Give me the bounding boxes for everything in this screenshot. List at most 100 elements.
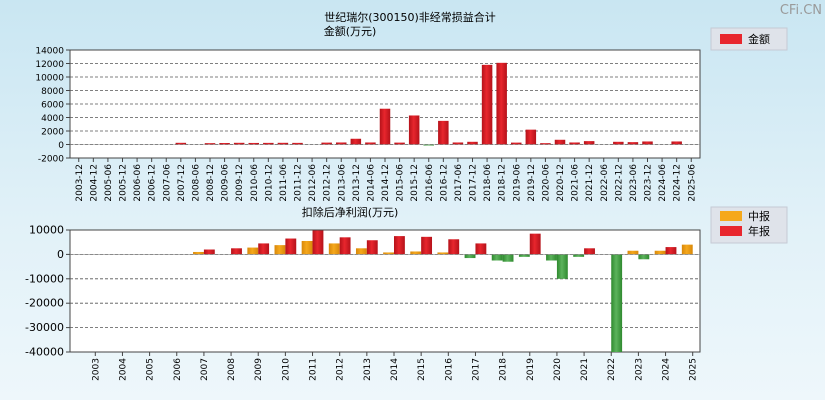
bar-年报-2024 [665, 247, 677, 255]
bar-2010-12 [263, 142, 274, 145]
x-tick-label: 2005-06 [104, 164, 114, 202]
bar-中报-2021 [573, 254, 585, 257]
bar-年报-2023 [638, 254, 650, 260]
x-tick-label: 2017-06 [454, 164, 464, 202]
bar-年报-2010 [285, 238, 297, 255]
bar-年报-2009 [258, 243, 270, 255]
x-tick-label: 2014-06 [366, 164, 376, 202]
x-tick-label: 2010 [281, 358, 291, 381]
bar-年报-2019 [529, 233, 541, 255]
chart1-legend-label: 金额 [748, 32, 770, 46]
bar-2024-12 [671, 141, 682, 145]
x-tick-label: 2007-06 [162, 164, 172, 202]
bar-中报-2025 [681, 244, 693, 255]
bar-中报-2016 [437, 252, 449, 255]
x-tick-label: 2015-06 [396, 164, 406, 202]
x-tick-label: 2022-12 [614, 164, 624, 202]
chart2-plot-area [69, 229, 701, 353]
chart1-legend-box [710, 27, 788, 51]
bar-2010-06 [248, 142, 259, 145]
bar-2017-12 [467, 141, 478, 145]
bar-年报-2012 [339, 237, 351, 255]
x-tick-label: 2022-06 [600, 164, 610, 202]
bar-2015-12 [408, 115, 420, 145]
bar-年报-2013 [366, 240, 378, 255]
x-tick-label: 2018 [499, 358, 509, 381]
x-tick-label: 2011 [309, 358, 319, 381]
chart1-title: 世纪瑞尔(300150)非经常损益合计 [324, 10, 496, 24]
bar-年报-2018 [502, 254, 514, 262]
y-tick-label: 0 [57, 248, 64, 261]
bar-年报-2016 [448, 239, 460, 255]
bar-2013-06 [336, 142, 347, 145]
bar-中报-2019 [518, 254, 530, 257]
y-tick-label: 6000 [41, 101, 64, 111]
x-tick-label: 2004 [118, 358, 128, 381]
y-tick-label: -20000 [25, 297, 64, 310]
bar-2009-12 [233, 142, 245, 145]
chart2-y-axis: -40000 -30000 -20000 -10000 0 10000 [25, 224, 70, 359]
bar-2022-12 [613, 141, 624, 145]
bar-2021-12 [583, 141, 595, 145]
bar-年报-2015 [421, 236, 433, 255]
bar-2023-12 [642, 141, 653, 145]
x-tick-label: 2007-12 [177, 164, 187, 202]
y-tick-label: -10000 [25, 272, 64, 285]
bar-2019-12 [525, 129, 537, 145]
bar-中报-2017 [464, 254, 476, 259]
x-tick-label: 2013 [363, 358, 373, 381]
bar-2014-12 [379, 108, 391, 145]
y-tick-label: -2000 [38, 155, 64, 165]
x-tick-label: 2023-06 [629, 164, 639, 202]
x-tick-label: 2009-06 [221, 164, 231, 202]
bar-2008-12 [204, 143, 216, 145]
x-tick-label: 2013-12 [352, 164, 362, 202]
x-tick-label: 2007 [200, 358, 210, 381]
y-tick-label: 4000 [41, 114, 64, 124]
x-tick-label: 2016-12 [439, 164, 449, 202]
x-tick-label: 2003 [91, 358, 101, 381]
bar-2018-06 [481, 64, 493, 145]
x-tick-label: 2021 [580, 358, 590, 381]
bar-中报-2010 [274, 245, 286, 255]
chart1-subtitle: 金额(万元) [324, 24, 377, 38]
bar-中报-2012 [328, 243, 340, 255]
bar-2019-06 [511, 142, 522, 145]
y-tick-label: 8000 [41, 87, 64, 97]
watermark: CFi.CN [780, 3, 822, 18]
x-tick-label: 2006 [173, 358, 183, 381]
bar-中报-2015 [410, 251, 422, 255]
x-tick-label: 2011-12 [294, 164, 304, 202]
x-tick-label: 2012 [336, 358, 346, 381]
bar-2017-06 [452, 142, 464, 145]
x-tick-label: 2003-12 [75, 164, 85, 202]
x-tick-label: 2020-06 [541, 164, 551, 202]
x-tick-label: 2014-12 [381, 164, 391, 202]
bar-年报-2011 [312, 230, 324, 255]
x-tick-label: 2017-12 [469, 164, 479, 202]
x-tick-label: 2015 [417, 358, 427, 381]
x-tick-label: 2020 [553, 358, 563, 381]
y-tick-label: 10000 [29, 224, 64, 237]
chart2-legend-label-mid: 中报 [748, 209, 770, 223]
chart1-legend-swatch [720, 34, 742, 44]
bar-中报-2014 [383, 252, 394, 255]
bar-年报-2022 [611, 254, 623, 352]
x-tick-label: 2018-06 [483, 164, 493, 202]
bar-2012-12 [321, 142, 332, 145]
y-tick-label: -40000 [25, 346, 64, 359]
y-tick-label: 10000 [35, 74, 64, 84]
x-tick-label: 2014 [390, 358, 400, 381]
bar-2016-06 [423, 144, 434, 146]
x-tick-label: 2024-12 [673, 164, 683, 202]
x-tick-label: 2012-06 [308, 164, 318, 202]
x-tick-label: 2021-12 [585, 164, 595, 202]
bar-2020-12 [554, 139, 566, 145]
chart2-bars [70, 230, 700, 352]
chart2-legend-swatch-mid [720, 211, 742, 221]
x-tick-label: 2008-06 [191, 164, 201, 202]
bar-中报-2011 [301, 240, 313, 255]
bar-中报-2020 [546, 254, 557, 261]
